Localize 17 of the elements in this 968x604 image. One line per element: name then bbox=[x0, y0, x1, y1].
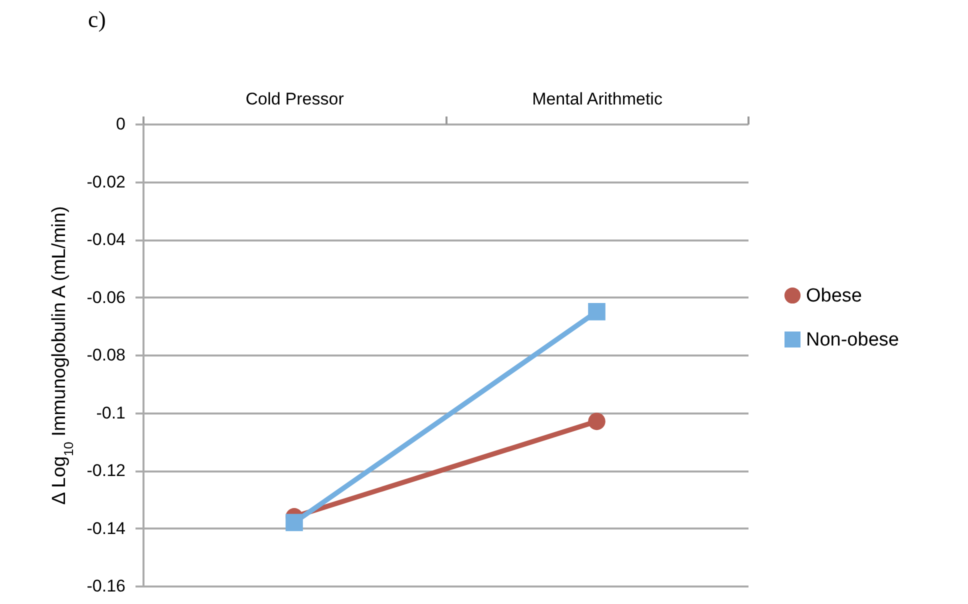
y-tick-label: -0.12 bbox=[86, 461, 126, 480]
y-tick-label: -0.08 bbox=[86, 346, 126, 364]
x-tick-label: Cold Pressor bbox=[246, 90, 344, 108]
y-tick-label: -0.06 bbox=[86, 288, 126, 307]
legend-label: Non-obese bbox=[806, 330, 899, 350]
x-tick-label: Mental Arithmetic bbox=[532, 90, 663, 108]
y-tick-label: -0.04 bbox=[86, 230, 126, 249]
point bbox=[588, 412, 606, 430]
y-tick-label: 0 bbox=[116, 114, 126, 134]
point bbox=[588, 303, 606, 320]
legend-label: Obese bbox=[806, 286, 862, 306]
chart-title: c) bbox=[88, 7, 106, 32]
y-tick-label: -0.14 bbox=[86, 518, 126, 538]
y-tick-label: -0.02 bbox=[86, 172, 126, 192]
y-tick-label: -0.1 bbox=[96, 403, 126, 422]
point bbox=[286, 514, 303, 532]
y-tick-label: -0.16 bbox=[86, 576, 126, 596]
